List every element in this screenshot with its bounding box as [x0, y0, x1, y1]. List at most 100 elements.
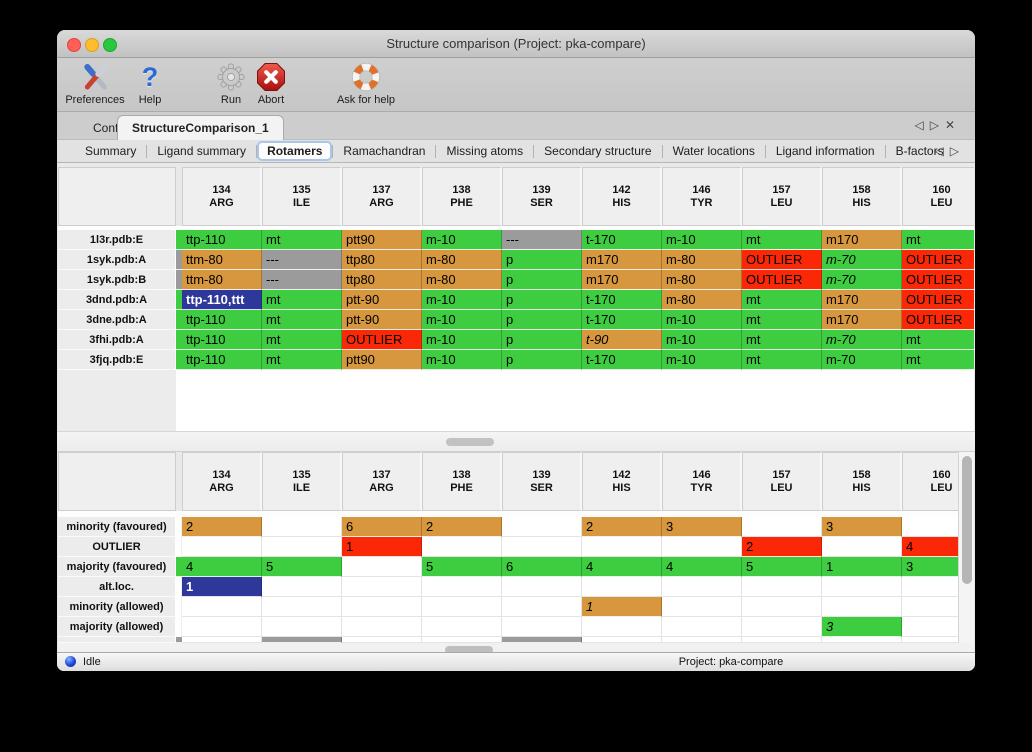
tab-missing-atoms[interactable]: Missing atoms: [446, 144, 524, 158]
count-cell[interactable]: [742, 577, 822, 597]
rotamer-cell[interactable]: ttp-110: [182, 310, 262, 330]
row-label[interactable]: majority (favoured): [58, 557, 176, 577]
count-cell[interactable]: [742, 517, 822, 537]
help-button[interactable]: ? Help: [139, 60, 162, 106]
tab-close-icon[interactable]: ✕: [944, 118, 961, 132]
rotamer-cell[interactable]: m-80: [422, 270, 502, 290]
count-cell[interactable]: [822, 597, 902, 617]
rotamer-cell[interactable]: mt: [742, 330, 822, 350]
count-cell[interactable]: 5: [742, 557, 822, 577]
rotamer-cell[interactable]: mt: [902, 330, 974, 350]
horizontal-scrollbar[interactable]: [58, 643, 974, 652]
rotamer-cell[interactable]: m-80: [662, 290, 742, 310]
count-cell[interactable]: [342, 617, 422, 637]
ask-for-help-button[interactable]: Ask for help: [337, 60, 395, 106]
rotamer-cell[interactable]: t-170: [582, 310, 662, 330]
count-cell[interactable]: 2: [182, 517, 262, 537]
rotamer-cell[interactable]: ttm-80: [182, 250, 262, 270]
row-label[interactable]: minority (allowed): [58, 597, 176, 617]
tab-b-factors[interactable]: B-factors: [895, 144, 944, 158]
tab-summary[interactable]: Summary: [85, 144, 137, 158]
row-label[interactable]: OUTLIER: [58, 537, 176, 557]
rotamer-cell[interactable]: OUTLIER: [902, 310, 974, 330]
rotamer-cell[interactable]: p: [502, 330, 582, 350]
row-label[interactable]: 3fjq.pdb:E: [58, 350, 176, 370]
count-cell[interactable]: 1: [342, 537, 422, 557]
rotamer-cell[interactable]: ptt-90: [342, 290, 422, 310]
count-cell[interactable]: [182, 637, 262, 643]
rotamer-cell[interactable]: m170: [582, 250, 662, 270]
row-label[interactable]: majority (allowed): [58, 617, 176, 637]
zoom-button[interactable]: [103, 38, 117, 52]
count-cell[interactable]: 4: [182, 557, 262, 577]
count-cell[interactable]: [742, 637, 822, 643]
tab-ramachandran[interactable]: Ramachandran: [343, 144, 426, 158]
rotamer-cell[interactable]: mt: [902, 230, 974, 250]
row-label[interactable]: minority (favoured): [58, 517, 176, 537]
row-label[interactable]: 3fhi.pdb:A: [58, 330, 176, 350]
count-cell[interactable]: 2: [422, 517, 502, 537]
rotamer-cell[interactable]: OUTLIER: [342, 330, 422, 350]
minimize-button[interactable]: [85, 38, 99, 52]
count-cell[interactable]: [902, 517, 958, 537]
count-cell[interactable]: 4: [582, 557, 662, 577]
rotamer-cell[interactable]: OUTLIER: [902, 270, 974, 290]
row-label[interactable]: alt.loc.: [58, 577, 176, 597]
row-label[interactable]: [58, 637, 176, 643]
rotamer-cell[interactable]: m170: [822, 310, 902, 330]
rotamer-cell[interactable]: ttp80: [342, 250, 422, 270]
rotamer-cell[interactable]: m-70: [822, 270, 902, 290]
rotamer-cell[interactable]: mt: [262, 230, 342, 250]
count-cell[interactable]: [662, 597, 742, 617]
count-cell[interactable]: [822, 537, 902, 557]
count-cell[interactable]: 6: [502, 557, 582, 577]
rotamer-cell[interactable]: ttp80: [342, 270, 422, 290]
rotamer-cell[interactable]: mt: [742, 290, 822, 310]
rotamer-cell[interactable]: m-80: [662, 270, 742, 290]
count-cell[interactable]: 2: [742, 537, 822, 557]
run-button[interactable]: Run: [216, 60, 246, 106]
row-label[interactable]: 3dne.pdb:A: [58, 310, 176, 330]
rotamer-cell[interactable]: m170: [582, 270, 662, 290]
rotamer-cell[interactable]: mt: [262, 310, 342, 330]
count-cell[interactable]: [262, 637, 342, 643]
rotamer-cell[interactable]: mt: [742, 310, 822, 330]
rotamer-cell[interactable]: m-10: [422, 310, 502, 330]
abort-button[interactable]: Abort: [256, 60, 286, 106]
rotamer-cell[interactable]: mt: [902, 350, 974, 370]
splitter-handle[interactable]: [446, 438, 494, 446]
row-label[interactable]: 3dnd.pdb:A: [58, 290, 176, 310]
rotamer-cell[interactable]: OUTLIER: [742, 250, 822, 270]
subtab-scroll-right-icon[interactable]: ▷: [949, 144, 965, 158]
count-cell[interactable]: [342, 637, 422, 643]
count-cell[interactable]: 3: [822, 517, 902, 537]
tab-ligand-summary[interactable]: Ligand summary: [157, 144, 247, 158]
row-label[interactable]: 1l3r.pdb:E: [58, 230, 176, 250]
row-label[interactable]: 1syk.pdb:B: [58, 270, 176, 290]
rotamer-cell[interactable]: ttp-110,ttt: [182, 290, 262, 310]
rotamer-cell[interactable]: ptt90: [342, 350, 422, 370]
count-cell[interactable]: [582, 617, 662, 637]
rotamer-cell[interactable]: mt: [262, 350, 342, 370]
rotamer-cell[interactable]: m-70: [822, 250, 902, 270]
rotamer-cell[interactable]: mt: [262, 330, 342, 350]
subtab-scroll-left-icon[interactable]: ◁: [934, 144, 950, 158]
rotamer-cell[interactable]: ttp-110: [182, 350, 262, 370]
count-cell[interactable]: [182, 617, 262, 637]
count-cell[interactable]: [182, 597, 262, 617]
count-cell[interactable]: [662, 637, 742, 643]
rotamer-cell[interactable]: ttp-110: [182, 230, 262, 250]
count-cell[interactable]: 5: [422, 557, 502, 577]
count-cell[interactable]: [822, 577, 902, 597]
rotamer-cell[interactable]: m-10: [662, 230, 742, 250]
rotamer-cell[interactable]: p: [502, 250, 582, 270]
rotamer-cell[interactable]: ttm-80: [182, 270, 262, 290]
rotamer-cell[interactable]: m170: [822, 230, 902, 250]
count-cell[interactable]: [182, 537, 262, 557]
count-cell[interactable]: [422, 637, 502, 643]
count-cell[interactable]: [582, 537, 662, 557]
rotamer-cell[interactable]: p: [502, 350, 582, 370]
rotamer-cell[interactable]: mt: [262, 290, 342, 310]
rotamer-cell[interactable]: m-80: [422, 250, 502, 270]
tab-scroll-left-icon[interactable]: ◁: [914, 118, 930, 132]
